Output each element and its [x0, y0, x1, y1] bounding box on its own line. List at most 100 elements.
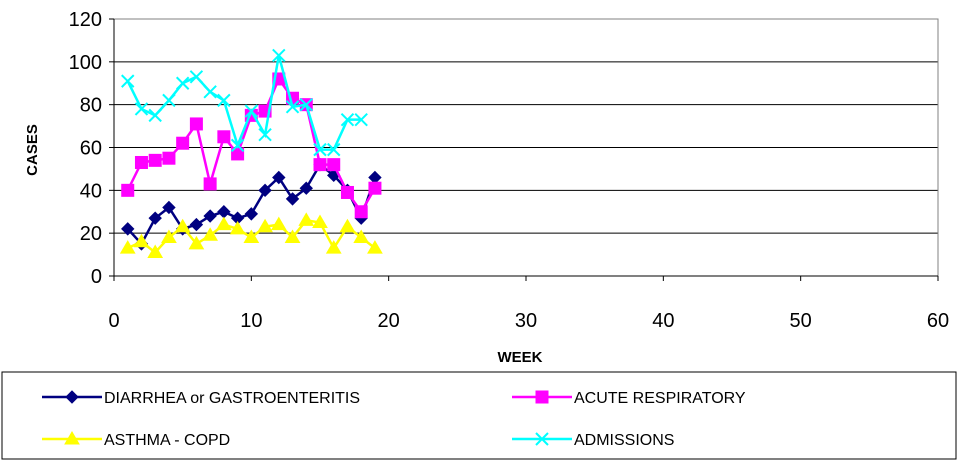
- data-point-admissions: [121, 74, 135, 88]
- legend-item-acute-respiratory: ACUTE RESPIRATORY: [512, 390, 746, 407]
- data-point-asthma-copd: [119, 240, 136, 254]
- x-tick-label: 60: [927, 310, 949, 332]
- data-point-admissions: [244, 104, 259, 118]
- legend-label: ASTHMA - COPD: [104, 432, 230, 449]
- y-tick-label: 100: [69, 52, 102, 74]
- series-acute-respiratory: [121, 72, 382, 219]
- y-tick-label: 120: [69, 9, 102, 31]
- x-tick-label: 30: [515, 310, 537, 332]
- y-tick-label: 20: [80, 223, 102, 245]
- data-point-asthma-copd: [161, 229, 177, 243]
- data-point-diarrhea-or-gastroenteritis: [162, 200, 176, 215]
- data-point-admissions: [272, 48, 286, 63]
- legend-label: DIARRHEA or GASTROENTERITIS: [104, 390, 360, 407]
- data-point-admissions: [340, 112, 355, 127]
- data-point-asthma-copd: [147, 244, 164, 258]
- data-point-admissions: [230, 138, 245, 153]
- data-point-admissions: [285, 100, 300, 114]
- data-point-acute-respiratory: [189, 117, 203, 131]
- data-point-diarrhea-or-gastroenteritis: [272, 170, 286, 185]
- data-point-admissions: [134, 102, 149, 116]
- data-point-asthma-copd: [284, 229, 301, 243]
- data-point-admissions: [258, 127, 272, 142]
- legend-marker: [64, 431, 80, 445]
- data-point-acute-respiratory: [148, 153, 162, 167]
- data-point-acute-respiratory: [121, 183, 135, 197]
- data-point-asthma-copd: [202, 227, 219, 241]
- data-point-acute-respiratory: [327, 158, 341, 172]
- data-point-asthma-copd: [353, 229, 370, 243]
- y-tick-label: 60: [80, 138, 102, 160]
- data-point-acute-respiratory: [340, 185, 354, 199]
- data-point-asthma-copd: [257, 218, 273, 233]
- data-point-acute-respiratory: [176, 136, 190, 150]
- data-point-diarrhea-or-gastroenteritis: [244, 207, 259, 221]
- y-tick-label: 80: [80, 95, 102, 117]
- data-point-admissions: [217, 93, 231, 108]
- data-point-admissions: [299, 97, 313, 112]
- legend-marker: [65, 390, 79, 404]
- data-point-diarrhea-or-gastroenteritis: [285, 192, 300, 206]
- legend-marker: [535, 390, 549, 404]
- data-point-admissions: [189, 70, 204, 84]
- x-tick-label: 10: [240, 310, 262, 332]
- legend-item-asthma-copd: ASTHMA - COPD: [42, 431, 230, 449]
- data-point-acute-respiratory: [313, 158, 327, 172]
- data-point-acute-respiratory: [162, 151, 176, 165]
- data-point-asthma-copd: [270, 216, 287, 231]
- x-tick-label: 50: [790, 310, 812, 332]
- series-admissions: [121, 48, 368, 157]
- data-point-asthma-copd: [312, 214, 328, 228]
- x-axis-ticks: 0 10 20 30 40 50 60: [108, 275, 949, 332]
- data-point-admissions: [175, 76, 190, 90]
- series-asthma-copd: [119, 212, 383, 258]
- y-axis-ticks: 0 20 40 60 80 100 120: [69, 9, 115, 288]
- data-point-acute-respiratory: [368, 181, 382, 195]
- data-point-asthma-copd: [174, 218, 191, 233]
- data-point-asthma-copd: [325, 240, 342, 254]
- data-point-asthma-copd: [229, 220, 246, 235]
- data-point-admissions: [148, 108, 162, 123]
- x-tick-label: 20: [378, 310, 400, 332]
- gridlines: [114, 61, 938, 234]
- data-point-admissions: [327, 142, 341, 157]
- data-point-asthma-copd: [298, 212, 315, 226]
- legend: DIARRHEA or GASTROENTERITIS ACUTE RESPIRA…: [42, 390, 746, 449]
- data-point-diarrhea-or-gastroenteritis: [368, 170, 382, 185]
- data-point-diarrhea-or-gastroenteritis: [121, 222, 135, 236]
- data-point-admissions: [203, 85, 217, 99]
- data-point-asthma-copd: [188, 235, 205, 250]
- y-tick-label: 40: [80, 180, 102, 202]
- data-point-diarrhea-or-gastroenteritis: [258, 183, 272, 198]
- data-point-acute-respiratory: [134, 155, 148, 169]
- data-point-asthma-copd: [367, 240, 383, 254]
- data-point-diarrhea-or-gastroenteritis: [148, 211, 162, 225]
- x-tick-label: 40: [652, 310, 674, 332]
- data-point-asthma-copd: [243, 229, 260, 243]
- data-point-acute-respiratory: [354, 205, 368, 219]
- x-tick-label: 0: [108, 310, 119, 332]
- data-point-admissions: [313, 142, 327, 157]
- series-layer: [119, 48, 383, 258]
- data-point-acute-respiratory: [203, 177, 217, 191]
- data-point-diarrhea-or-gastroenteritis: [189, 217, 204, 232]
- data-point-admissions: [162, 93, 176, 108]
- legend-item-diarrhea-or-gastroenteritis: DIARRHEA or GASTROENTERITIS: [42, 390, 360, 407]
- data-point-asthma-copd: [133, 233, 150, 248]
- legend-label: ADMISSIONS: [574, 432, 674, 449]
- y-tick-label: 0: [91, 266, 102, 288]
- y-axis-title: CASES: [24, 124, 41, 176]
- data-point-asthma-copd: [339, 218, 356, 233]
- data-point-asthma-copd: [215, 216, 232, 231]
- data-point-diarrhea-or-gastroenteritis: [299, 181, 313, 195]
- legend-label: ACUTE RESPIRATORY: [574, 390, 746, 407]
- data-point-diarrhea-or-gastroenteritis: [203, 209, 217, 223]
- data-point-diarrhea-or-gastroenteritis: [217, 205, 231, 219]
- data-point-acute-respiratory: [217, 130, 231, 144]
- data-point-admissions: [354, 112, 368, 127]
- legend-box: [1, 371, 957, 460]
- legend-item-admissions: ADMISSIONS: [512, 432, 674, 449]
- legend-marker: [535, 432, 549, 446]
- x-axis-title: WEEK: [498, 349, 543, 366]
